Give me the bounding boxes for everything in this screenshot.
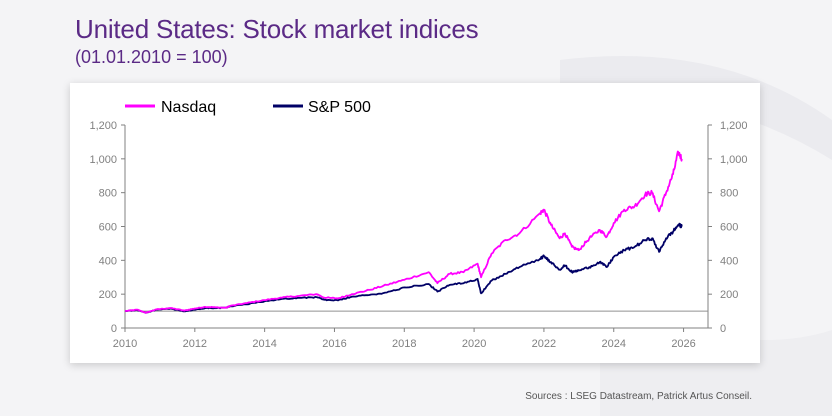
y-tick-label-left: 400 [99, 255, 117, 267]
x-tick-label: 2020 [462, 338, 486, 350]
y-tick-label-right: 1,000 [720, 154, 748, 166]
y-tick-label-left: 200 [99, 289, 117, 301]
x-tick-label: 2014 [252, 338, 276, 350]
series-lines [124, 150, 683, 314]
x-tick-label: 2024 [602, 338, 626, 350]
x-tick-label: 2026 [671, 338, 695, 350]
x-tick-label: 2012 [183, 338, 207, 350]
y-tick-label-right: 200 [720, 289, 738, 301]
y-tick-label-right: 600 [720, 222, 738, 234]
x-tick-label: 2010 [113, 338, 137, 350]
y-tick-label-left: 800 [99, 188, 117, 200]
y-tick-label-right: 400 [720, 255, 738, 267]
y-tick-label-left: 1,200 [89, 120, 117, 132]
chart-card: Nasdaq S&P 500 0 200 400 600 800 1,000 1,200 0 2… [70, 83, 760, 363]
y-tick-label-left: 600 [99, 222, 117, 234]
y-tick-label-right: 1,200 [720, 120, 748, 132]
series-line-nasdaq [124, 150, 683, 314]
legend: Nasdaq S&P 500 [125, 99, 371, 116]
page-subtitle: (01.01.2010 = 100) [75, 47, 228, 67]
line-chart: Nasdaq S&P 500 0 200 400 600 800 1,000 1,200 0 2… [89, 99, 747, 350]
x-tick-label: 2022 [532, 338, 556, 350]
y-tick-label-right: 0 [720, 323, 726, 335]
page-title: United States: Stock market indices [75, 14, 479, 44]
y-tick-label-right: 800 [720, 188, 738, 200]
legend-label-nasdaq: Nasdaq [161, 99, 216, 116]
axes: 0 200 400 600 800 1,000 1,200 0 200 400 600 800 1,00… [89, 120, 747, 350]
x-tick-label: 2018 [392, 338, 416, 350]
source-note: Sources : LSEG Datastream, Patrick Artus… [525, 391, 752, 402]
y-tick-label-left: 0 [111, 323, 117, 335]
x-tick-label: 2016 [322, 338, 346, 350]
series-line-sp500 [125, 222, 683, 314]
y-tick-label-left: 1,000 [89, 154, 117, 166]
legend-label-sp500: S&P 500 [308, 99, 371, 116]
